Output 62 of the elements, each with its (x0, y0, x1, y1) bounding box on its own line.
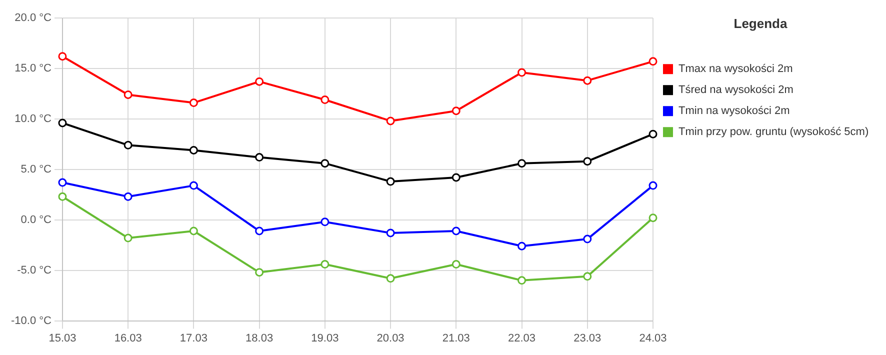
point (386, 177, 395, 186)
point (124, 140, 132, 150)
point (58, 178, 67, 187)
x-tick-label: 16.03 (114, 332, 142, 344)
point (189, 98, 198, 108)
point (255, 153, 264, 162)
point (648, 214, 658, 222)
y-tick-label: 0.0 °C (20, 214, 52, 226)
point (320, 159, 330, 168)
point (518, 276, 526, 285)
x-tick-label: 17.03 (180, 332, 208, 344)
point (58, 118, 67, 128)
point (255, 268, 264, 277)
point (583, 234, 592, 244)
point (255, 226, 264, 236)
x-tick-label: 24.03 (639, 332, 667, 344)
point (124, 90, 132, 99)
point (255, 77, 264, 86)
point (320, 96, 330, 104)
point (320, 260, 330, 269)
y-tick-label: 5.0 °C (20, 163, 52, 176)
point (518, 159, 526, 168)
point (58, 192, 67, 201)
point (452, 226, 460, 236)
point (648, 181, 658, 190)
legend-label: Tmin przy pow. gruntu (wysokość 5cm) (678, 126, 869, 138)
x-tick-label: 21.03 (442, 332, 470, 344)
y-tick-label: -10.0 °C (10, 314, 52, 327)
x-tick-label: 15.03 (48, 332, 76, 344)
x-tick-label: 18.03 (246, 332, 274, 344)
x-tick-label: 20.03 (376, 332, 404, 344)
point (189, 181, 198, 190)
point (386, 274, 395, 283)
point (386, 116, 395, 126)
point (452, 173, 460, 182)
y-tick-label: 20.0 °C (14, 12, 52, 24)
point (58, 52, 67, 61)
x-tick-label: 22.03 (508, 332, 536, 344)
point (518, 68, 526, 77)
x-tick-label: 23.03 (574, 332, 602, 344)
point (583, 76, 592, 85)
y-tick-label: 10.0 °C (14, 112, 52, 125)
point (386, 228, 395, 238)
y-tick-label: -5.0 °C (17, 264, 52, 276)
legend-label: Tśred na wysokości 2m (678, 84, 794, 96)
point (648, 57, 658, 66)
point (189, 146, 198, 154)
legend-title: Legenda (734, 16, 788, 32)
point (124, 192, 132, 201)
y-tick-label: 15.0 °C (14, 62, 52, 74)
point (124, 234, 132, 242)
point (583, 157, 592, 166)
point (189, 226, 198, 236)
point (583, 272, 592, 281)
legend-label: Tmax na wysokości 2m (678, 63, 793, 76)
legend-label: Tmin na wysokości 2m (678, 105, 790, 118)
x-tick-label: 19.03 (311, 332, 339, 344)
point (518, 242, 526, 250)
point (452, 106, 460, 116)
point (452, 260, 460, 269)
point (648, 130, 658, 138)
point (320, 218, 330, 226)
